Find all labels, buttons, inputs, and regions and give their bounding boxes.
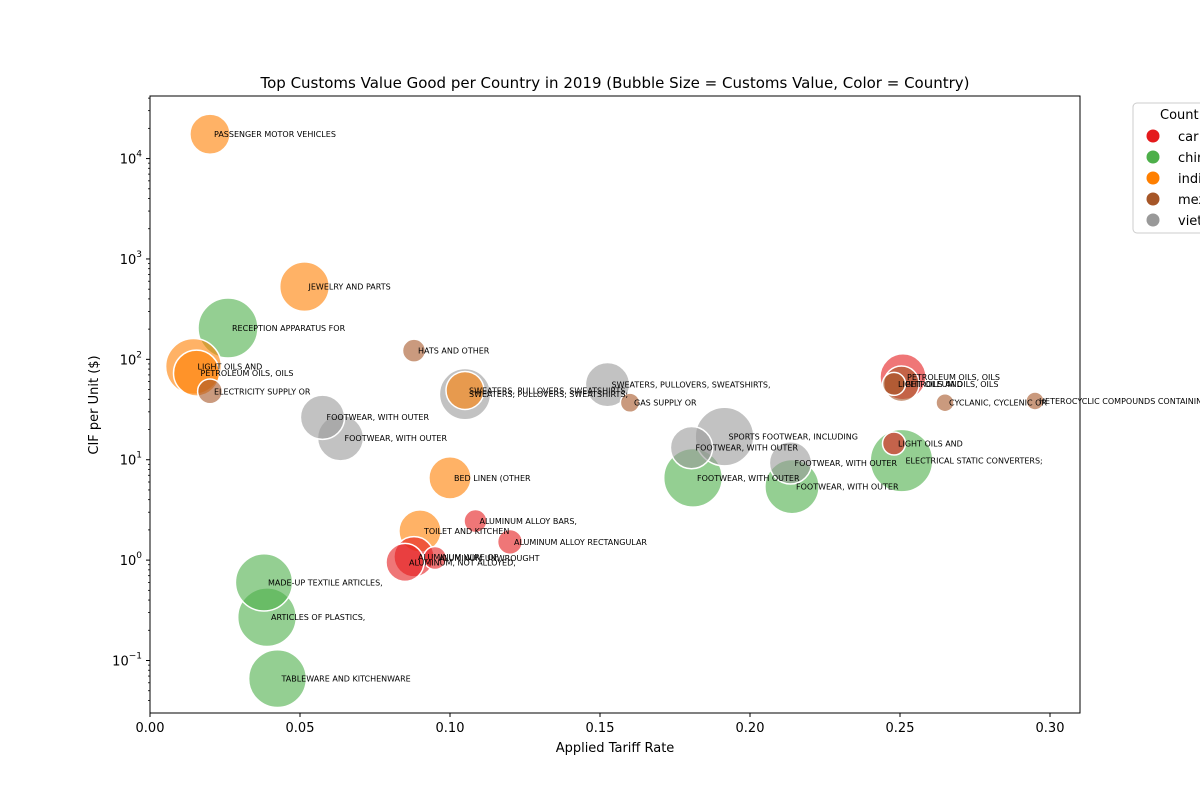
bubble-label: HETEROCYCLIC COMPOUNDS CONTAINING [1039, 397, 1200, 406]
y-tick-label: 103 [120, 250, 142, 268]
x-tick-label: 0.20 [736, 721, 765, 736]
bubble-label: RECEPTION APPARATUS FOR [232, 324, 346, 333]
bubble-label: JEWELRY AND PARTS [308, 283, 391, 292]
bubble-label: SWEATERS, PULLOVERS, SWEATSHIRTS, [469, 390, 628, 399]
viet-bubble [768, 441, 813, 485]
chir-bubble [247, 648, 308, 709]
mex-bubble [619, 392, 641, 414]
indi-bubble [445, 370, 485, 411]
legend-marker-mex [1146, 192, 1160, 206]
car-bubble [422, 545, 448, 571]
mex-bubble [401, 338, 427, 363]
bubble-label: FOOTWEAR, WITH OUTER [795, 459, 898, 468]
y-axis-label: CIF per Unit ($) [87, 355, 102, 454]
legend-marker-indi [1146, 171, 1160, 185]
bubble-label: ALUMINUM ALLOY RECTANGULAR [514, 538, 647, 547]
bubble-label: CYCLANIC, CYCLENIC OR [949, 399, 1047, 408]
viet-bubble [584, 361, 631, 408]
legend-label-indi: indi [1178, 172, 1200, 187]
legend-marker-chir [1146, 150, 1160, 164]
bubble-label: PASSENGER MOTOR VEHICLES [214, 130, 336, 139]
car-bubble [881, 431, 907, 456]
bubble-label: LIGHT OILS AND [198, 362, 263, 371]
chart-title: Top Customs Value Good per Country in 20… [259, 74, 969, 92]
y-tick-label: 10−1 [112, 652, 142, 670]
bubble-label: FOOTWEAR, WITH OUTER [696, 444, 799, 453]
bubble-label: SPORTS FOOTWEAR, INCLUDING [729, 433, 858, 442]
bubble-label: PETROLEUM OILS, OILS [906, 380, 999, 389]
x-tick-label: 0.00 [136, 721, 165, 736]
bubble-label: FOOTWEAR, WITH OUTER [697, 474, 800, 483]
y-tick-label: 101 [120, 451, 142, 469]
bubble-label: SWEATERS, PULLOVERS, SWEATSHIRTS, [469, 386, 628, 395]
legend-label-car: car [1178, 130, 1199, 145]
bubble-label: HATS AND OTHER [418, 347, 490, 356]
bubble-label: GAS SUPPLY OR [634, 399, 697, 408]
bubble-label: ALUMINUM UNWROUGHT [439, 554, 540, 563]
y-tick-label: 104 [120, 150, 143, 168]
x-tick-label: 0.30 [1036, 721, 1065, 736]
bubble-label: FOOTWEAR, WITH OUTER [327, 413, 430, 422]
mex-bubble [196, 378, 224, 405]
bubble-label: TOILET AND KITCHEN [423, 527, 509, 536]
x-axis: 0.00 0.05 0.10 0.15 0.20 0.25 0.30 [136, 713, 1065, 736]
viet-bubble [669, 425, 714, 470]
bubble-label: ELECTRICITY SUPPLY OR [214, 387, 311, 396]
indi-bubble [428, 455, 472, 500]
viet-bubble [299, 394, 346, 441]
indi-bubble [189, 113, 231, 156]
x-tick-label: 0.15 [586, 721, 615, 736]
legend-marker-viet [1146, 213, 1160, 227]
bubble-label: SWEATERS, PULLOVERS, SWEATSHIRTS, [612, 381, 771, 390]
y-tick-label: 102 [120, 350, 142, 368]
bubble-label: ARTICLES OF PLASTICS, [271, 613, 365, 622]
bubble-label: ALUMINUM, NOT ALLOYED, [409, 558, 516, 567]
bubble-label: ELECTRICAL STATIC CONVERTERS; [906, 457, 1043, 466]
y-axis: 10−1 100 101 102 103 104 [112, 97, 150, 701]
bubble-label: ALUMINUM WIRE OF [418, 553, 499, 562]
legend: Count car chir indi mex viet [1132, 102, 1200, 234]
bubble-label: PETROLEUM OILS, OILS [907, 373, 1000, 382]
bubble-label: BED LINEN (OTHER [454, 474, 531, 483]
mex-bubble [1025, 391, 1045, 411]
bubble-label: FOOTWEAR, WITH OUTER [345, 434, 448, 443]
bubble-label: LIGHT OILS AND [898, 380, 963, 389]
chir-bubble [234, 553, 294, 612]
legend-entries: car chir indi mex viet [1146, 129, 1200, 229]
x-tick-label: 0.10 [436, 721, 465, 736]
legend-label-chir: chir [1178, 151, 1200, 166]
bubble-label: LIGHT OILS AND [898, 440, 963, 449]
car-bubble [496, 528, 524, 556]
bubble-label: PETROLEUM OILS, OILS [201, 369, 294, 378]
bubble-label: FOOTWEAR, WITH OUTER [796, 483, 899, 492]
legend-label-viet: viet [1178, 214, 1200, 229]
bubble-label: TABLEWARE AND KITCHENWARE [281, 675, 411, 684]
mex-bubble [935, 392, 955, 413]
legend-label-mex: mex [1178, 193, 1200, 208]
indi-bubble [278, 261, 331, 313]
bubbles-layer [164, 113, 1045, 709]
bubble-label: MADE-UP TEXTILE ARTICLES, [268, 578, 383, 587]
car-bubble [463, 508, 488, 534]
plot-frame [149, 95, 1081, 714]
chir-bubble [197, 297, 259, 359]
legend-marker-car [1146, 129, 1160, 143]
x-tick-label: 0.05 [286, 721, 315, 736]
x-axis-label: Applied Tariff Rate [556, 741, 675, 756]
bubble-label: ALUMINUM ALLOY BARS, [480, 517, 577, 526]
y-tick-label: 100 [120, 551, 143, 569]
legend-title: Count [1160, 108, 1199, 123]
x-tick-label: 0.25 [886, 721, 915, 736]
mex-bubble [881, 371, 907, 397]
